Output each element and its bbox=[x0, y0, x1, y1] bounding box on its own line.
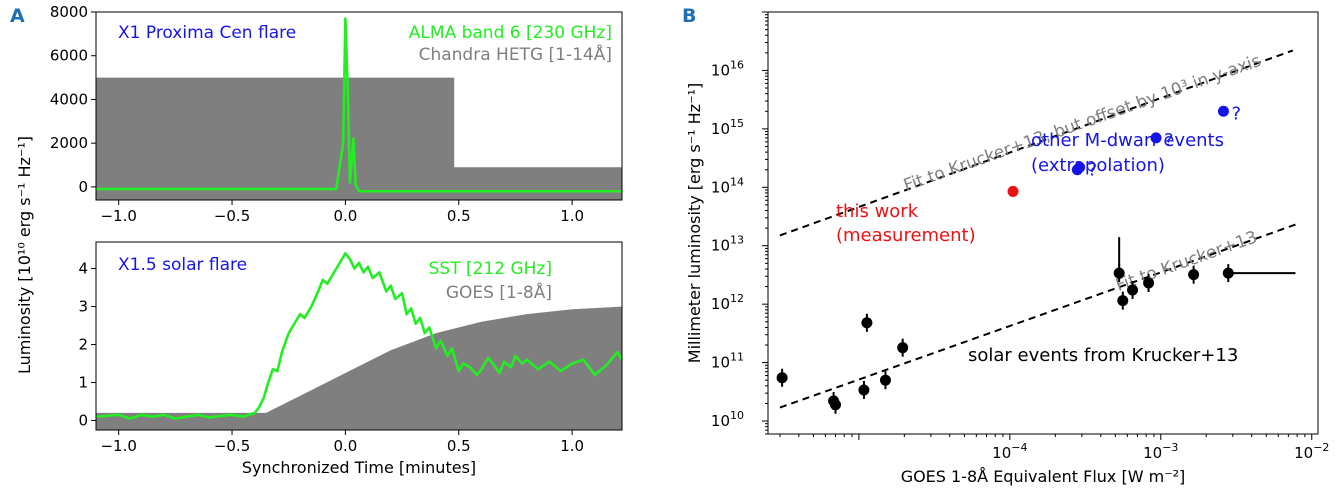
m-dwarf-point bbox=[1217, 105, 1229, 117]
panel-a-bottom-plot: −1.0 −0.5 0.0 0.5 1.0 0 1 2 3 4 X1.5 solar flare SS… bbox=[78, 241, 624, 477]
y-tick-label: 1012 bbox=[711, 292, 744, 313]
area-series-1 bbox=[96, 77, 622, 200]
solar-point bbox=[879, 374, 891, 386]
y-tick-label: 1013 bbox=[711, 234, 744, 255]
solar-point bbox=[1143, 277, 1155, 289]
panel-a-top-plot: −1.0 −0.5 0.0 0.5 1.0 0 2000 4000 6000 8000 X1 Pro… bbox=[50, 3, 623, 225]
extrapolation-label: (extrapolation) bbox=[1031, 155, 1165, 176]
x-tick-label: 0.5 bbox=[447, 207, 471, 225]
shared-y-axis-label: Luminosity [10¹⁰ erg s⁻¹ Hz⁻¹] bbox=[15, 136, 34, 374]
legend-label: GOES [1-8Å] bbox=[446, 281, 552, 303]
m-dwarf-point bbox=[1150, 132, 1162, 144]
line-series-0 bbox=[96, 17, 622, 193]
solar-point bbox=[1127, 284, 1139, 296]
this-work-label: this work bbox=[836, 201, 919, 222]
event-label: X1 Proxima Cen flare bbox=[118, 23, 296, 43]
solar-point bbox=[830, 399, 842, 411]
x-tick-label: 10−3 bbox=[1143, 441, 1178, 462]
y-tick-label: 1011 bbox=[711, 351, 744, 372]
y-tick-label: 8000 bbox=[50, 3, 88, 21]
x-tick-label: −1.0 bbox=[100, 207, 136, 225]
x-tick-label: 0.5 bbox=[447, 437, 471, 455]
question-mark: ? bbox=[1164, 130, 1174, 151]
panel-label-a: A bbox=[10, 5, 25, 27]
x-axis-label: GOES 1-8Å Equivalent Flux [W m⁻²] bbox=[901, 467, 1186, 486]
x-tick-label: −1.0 bbox=[100, 437, 136, 455]
plot-frame bbox=[95, 11, 623, 201]
y-tick-label: 1014 bbox=[711, 175, 744, 196]
x-tick-label: 1.0 bbox=[560, 207, 584, 225]
y-tick-label: 2000 bbox=[50, 134, 88, 152]
line-series-0 bbox=[95, 252, 624, 420]
m-dwarf-label: other M-dwarf events bbox=[1031, 130, 1224, 151]
x-tick-label: 10−2 bbox=[1294, 441, 1329, 462]
plot-frame bbox=[95, 241, 623, 431]
legend-label: Chandra HETG [1-14Å] bbox=[419, 43, 612, 65]
y-tick-label: 2 bbox=[78, 336, 88, 354]
x-axis-label: Synchronized Time [minutes] bbox=[242, 458, 476, 477]
question-mark: ? bbox=[1088, 159, 1098, 180]
y-tick-label: 6000 bbox=[50, 47, 88, 65]
y-tick-label: 1 bbox=[78, 374, 88, 392]
measurement-label: (measurement) bbox=[836, 225, 976, 246]
y-tick-label: 4000 bbox=[50, 90, 88, 108]
solar-point bbox=[861, 317, 873, 329]
y-tick-label: 3 bbox=[78, 298, 88, 316]
plot-frame bbox=[767, 11, 1319, 435]
question-mark: ? bbox=[1231, 103, 1241, 124]
y-tick-label: 4 bbox=[78, 260, 88, 278]
event-label: X1.5 solar flare bbox=[118, 255, 247, 275]
solar-point bbox=[1188, 269, 1200, 281]
x-tick-label: 10−4 bbox=[992, 441, 1027, 462]
fit-line-1 bbox=[779, 49, 1294, 237]
solar-point bbox=[776, 372, 788, 384]
solar-point bbox=[897, 342, 909, 354]
y-axis-label: Millimeter luminosity [erg s⁻¹ Hz⁻¹] bbox=[685, 83, 704, 363]
solar-point bbox=[858, 384, 870, 396]
y-tick-label: 0 bbox=[78, 412, 88, 430]
y-tick-label: 1016 bbox=[711, 58, 744, 79]
x-tick-label: 1.0 bbox=[560, 437, 584, 455]
x-tick-label: −0.5 bbox=[214, 437, 250, 455]
x-tick-label: 0.0 bbox=[333, 207, 357, 225]
legend-label: ALMA band 6 [230 GHz] bbox=[409, 23, 612, 43]
panel-label-b: B bbox=[682, 5, 696, 27]
x-tick-label: −0.5 bbox=[214, 207, 250, 225]
y-tick-label: 0 bbox=[78, 178, 88, 196]
this-work-point bbox=[1007, 185, 1019, 197]
y-tick-label: 1015 bbox=[711, 117, 744, 138]
area-series-1 bbox=[96, 306, 622, 430]
legend-label: SST [212 GHz] bbox=[429, 259, 552, 279]
m-dwarf-point bbox=[1074, 161, 1086, 173]
x-tick-label: 0.0 bbox=[333, 437, 357, 455]
solar-point bbox=[1117, 295, 1129, 307]
solar-events-label: solar events from Krucker+13 bbox=[968, 345, 1238, 366]
y-tick-label: 1010 bbox=[711, 409, 744, 430]
